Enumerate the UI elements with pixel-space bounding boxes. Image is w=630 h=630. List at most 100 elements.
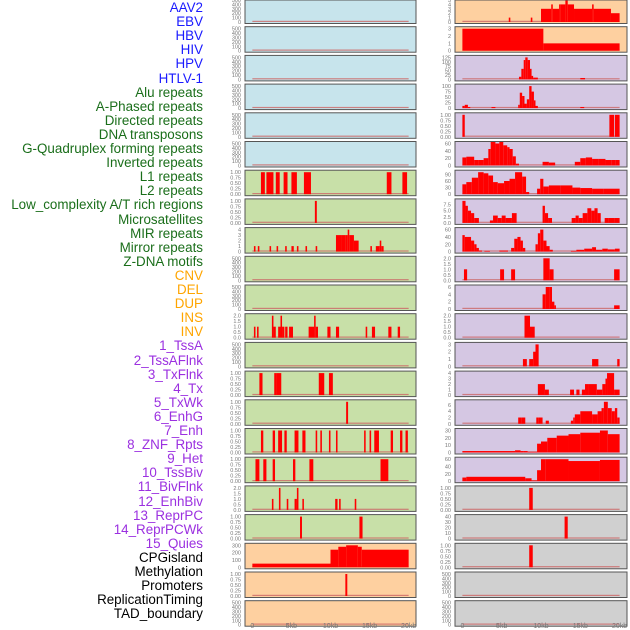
coverage-bar <box>314 200 317 223</box>
coverage-bar <box>257 326 259 338</box>
coverage-bar <box>542 205 545 223</box>
coverage-bar <box>527 451 538 453</box>
y-tick-label: 3 <box>448 377 451 383</box>
coverage-bar <box>592 359 599 367</box>
y-tick-label: 50 <box>445 69 451 75</box>
y-tick-label: 4 <box>448 409 451 415</box>
y-tick-label: 0 <box>238 623 241 629</box>
y-tick-label: 30 <box>445 520 451 526</box>
y-tick-label: 1.00 <box>230 429 241 435</box>
y-tick-label: 300 <box>232 7 241 13</box>
track-panel: 0.00.51.01.52.0 <box>233 485 417 514</box>
coverage-bar <box>546 246 550 252</box>
y-tick-label: 3 <box>448 342 451 348</box>
coverage-bar <box>599 430 608 453</box>
y-tick-label: 1.5 <box>443 262 451 268</box>
coverage-bar <box>272 459 276 482</box>
track-label: 13_ReprPC <box>133 507 203 523</box>
y-tick-label: 0 <box>448 20 451 26</box>
y-tick-label: 0.5 <box>233 502 241 508</box>
y-tick-label: 20 <box>445 472 451 478</box>
y-tick-label: 0.25 <box>440 560 451 566</box>
coverage-bar <box>603 401 608 424</box>
y-tick-label: 1.0 <box>233 325 241 331</box>
y-tick-label: 100 <box>232 44 241 50</box>
y-tick-label: 0.50 <box>440 497 451 503</box>
coverage-bar <box>476 247 479 252</box>
coverage-bar <box>478 160 484 166</box>
y-tick-label: 30 <box>445 186 451 192</box>
y-tick-label: 0.50 <box>230 411 241 417</box>
coverage-bar <box>466 476 526 482</box>
y-tick-label: 200 <box>232 298 241 304</box>
coverage-bar <box>493 215 498 223</box>
y-tick-label: 0.00 <box>230 479 241 485</box>
coverage-bar <box>549 249 553 252</box>
x-tick-label: 15kb <box>362 623 377 630</box>
track-panel: 0.000.250.500.751.00 <box>230 198 417 227</box>
panel-background <box>454 284 628 311</box>
y-tick-label: 400 <box>232 31 241 37</box>
coverage-bar <box>594 208 598 223</box>
y-tick-label: 10 <box>445 531 451 537</box>
coverage-bar <box>276 373 282 396</box>
y-tick-label: 400 <box>232 605 241 611</box>
coverage-bar <box>524 315 530 338</box>
panel-background <box>244 83 417 111</box>
y-tick-label: 4 <box>238 228 241 234</box>
coverage-bar <box>525 57 528 80</box>
y-tick-label: 200 <box>232 356 241 362</box>
coverage-bar <box>402 172 408 195</box>
track-label: MIR repeats <box>130 225 203 241</box>
y-tick-label: 0.50 <box>230 583 241 589</box>
baseline <box>252 78 409 80</box>
coverage-bar <box>338 546 347 568</box>
coverage-bar <box>614 305 620 309</box>
y-tick-label: 0.00 <box>230 594 241 600</box>
y-tick-label: 2.0 <box>443 314 451 320</box>
coverage-bar <box>614 389 620 396</box>
coverage-bar <box>529 487 533 510</box>
coverage-bar <box>537 470 541 482</box>
coverage-bar <box>614 408 618 424</box>
coverage-bar <box>519 92 523 109</box>
y-tick-label: 0.25 <box>440 502 451 508</box>
y-tick-label: 6 <box>448 403 451 409</box>
track-label: 1_TssA <box>159 338 203 354</box>
coverage-bar <box>499 142 504 166</box>
y-tick-label: 0.50 <box>230 468 241 474</box>
coverage-bar <box>259 373 263 396</box>
y-tick-label: 25 <box>445 101 451 107</box>
coverage-bar <box>602 384 606 396</box>
coverage-bar <box>571 218 576 223</box>
y-tick-label: 25 <box>445 73 451 79</box>
y-tick-label: 5.0 <box>443 209 451 215</box>
x-tick-label: 20kb <box>612 623 627 630</box>
y-tick-label: 30 <box>445 429 451 435</box>
track-label: Inverted repeats <box>106 155 203 171</box>
coverage-bar <box>584 248 593 252</box>
y-tick-label: 500 <box>232 55 241 61</box>
coverage-bar <box>511 247 515 252</box>
coverage-bar <box>521 417 526 424</box>
coverage-bar <box>547 437 557 453</box>
coverage-bar <box>548 218 553 223</box>
panel-background <box>244 485 417 512</box>
y-tick-label: 0.75 <box>230 204 241 210</box>
y-tick-label: 100 <box>232 360 241 366</box>
coverage-bar <box>511 269 516 281</box>
y-tick-label: 0 <box>448 164 451 170</box>
coverage-bar <box>518 417 522 424</box>
coverage-bar <box>543 186 549 195</box>
y-tick-label: 0.0 <box>443 221 451 227</box>
y-tick-label: 0 <box>238 77 241 83</box>
